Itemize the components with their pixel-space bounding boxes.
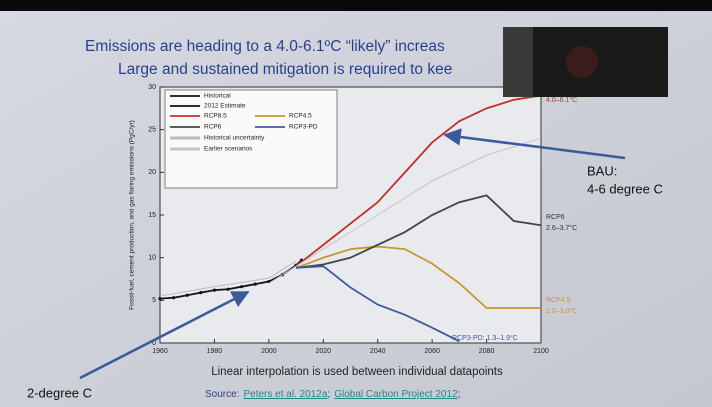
series-line bbox=[295, 94, 542, 267]
legend-label: RCP8.5 bbox=[204, 113, 227, 120]
legend-label: RCP6 bbox=[204, 124, 222, 131]
y-axis-label: Fossil-fuel, cement production, and gas … bbox=[129, 120, 136, 310]
y-tick-label: 15 bbox=[148, 212, 156, 219]
callout: 4-6 degree C bbox=[587, 181, 663, 196]
point bbox=[226, 287, 230, 291]
title: Emissions are heading to a 4.0-6.1ºC “li… bbox=[85, 38, 445, 55]
separator: ; bbox=[327, 389, 330, 400]
legend-label: Earlier scenarios bbox=[204, 146, 253, 153]
x-tick-label: 2060 bbox=[424, 348, 440, 355]
series-line bbox=[296, 265, 460, 343]
series-line bbox=[295, 194, 542, 269]
webcam-overlay bbox=[503, 27, 533, 97]
y-tick-label: 0 bbox=[152, 340, 156, 347]
y-tick-label: 25 bbox=[148, 127, 156, 134]
subtitle: Large and sustained mitigation is requir… bbox=[118, 61, 452, 78]
y-tick-label: 30 bbox=[148, 84, 156, 91]
arrow bbox=[79, 290, 250, 380]
annotation: 2.6–3.7°C bbox=[546, 224, 577, 232]
arrow bbox=[443, 128, 626, 160]
legend-label: RCP3-PD bbox=[289, 124, 318, 131]
annotation: 2.0–3.0°C bbox=[546, 307, 577, 315]
x-tick-label: 2080 bbox=[479, 348, 495, 355]
series-line bbox=[268, 137, 542, 284]
x-tick-label: 1960 bbox=[152, 348, 168, 355]
point bbox=[158, 297, 162, 301]
x-tick-label: 1980 bbox=[207, 348, 223, 355]
legend-label: Historical uncertainty bbox=[204, 135, 265, 142]
annotation: RCP3-PD: 1.3–1.9°C bbox=[452, 334, 518, 342]
y-tick-label: 5 bbox=[152, 297, 156, 304]
annotation: 4.0–6.1°C bbox=[546, 96, 577, 104]
series-line bbox=[159, 260, 297, 297]
top-bar bbox=[0, 0, 712, 11]
y-tick-label: 20 bbox=[148, 169, 156, 176]
point bbox=[185, 293, 189, 297]
point bbox=[240, 285, 244, 289]
link[interactable]: Peters et al. 2012a bbox=[243, 389, 327, 400]
webcam-person bbox=[566, 46, 598, 78]
series-line bbox=[295, 245, 541, 309]
x-tick-label: 2020 bbox=[315, 348, 331, 355]
link[interactable]: Global Carbon Project 2012 bbox=[334, 389, 458, 400]
footer-note: Linear interpolation is used between ind… bbox=[211, 366, 503, 378]
source: Source: bbox=[205, 389, 239, 400]
legend-label: RCP4.5 bbox=[289, 113, 312, 120]
x-tick-label: 2100 bbox=[533, 348, 549, 355]
point bbox=[172, 296, 176, 300]
y-tick-label: 10 bbox=[148, 255, 156, 262]
callout: 2-degree C bbox=[27, 385, 92, 400]
separator: ; bbox=[458, 389, 461, 400]
legend-label: 2012 Estimate bbox=[204, 103, 246, 110]
legend-label: Historical bbox=[204, 93, 231, 100]
source-line: Source: Peters et al. 2012a; Global Carbon… bbox=[205, 389, 460, 400]
point bbox=[199, 291, 203, 295]
annotation: RCP6 bbox=[546, 214, 565, 221]
callout: BAU: bbox=[587, 163, 617, 178]
annotation: RCP4.5 bbox=[546, 297, 571, 304]
point bbox=[212, 288, 217, 292]
point bbox=[253, 282, 257, 286]
x-tick-label: 2000 bbox=[261, 348, 277, 355]
x-tick-label: 2040 bbox=[370, 348, 386, 355]
